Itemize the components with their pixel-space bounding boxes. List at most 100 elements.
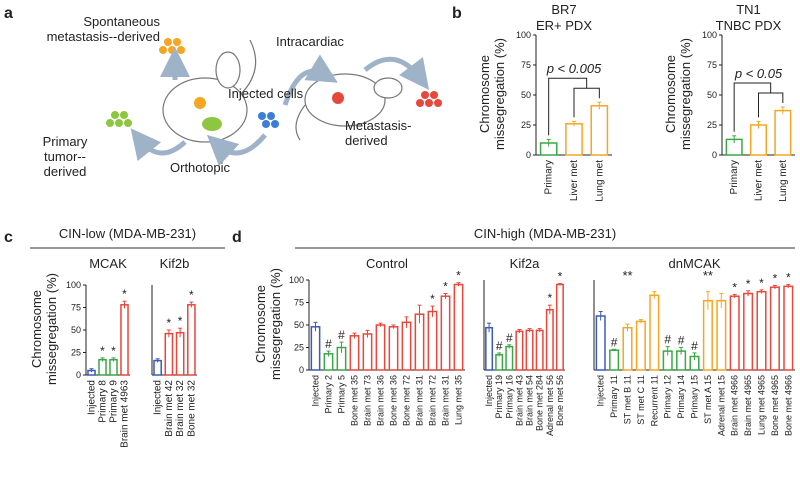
bar	[649, 294, 660, 371]
y-tick-label: 25	[707, 120, 717, 130]
significance-marker: *	[547, 291, 552, 305]
x-tick-label: Bone met 56	[555, 375, 565, 426]
panel-label: d	[232, 229, 242, 246]
y-tick-label: 100	[66, 280, 81, 290]
diagram-label: Injected cells	[228, 86, 304, 101]
y-tick-label: 75	[294, 298, 304, 308]
panel-label: c	[4, 229, 13, 246]
significance-marker: *	[759, 276, 764, 290]
bar	[427, 310, 438, 371]
x-tick-label: Brain met 42	[164, 380, 175, 437]
bar	[375, 324, 386, 371]
significance-marker: #	[496, 339, 503, 353]
bar	[595, 315, 606, 371]
y-tick-label: 100	[516, 30, 531, 40]
x-tick-label: Primary 19	[494, 375, 504, 419]
bar	[109, 358, 118, 376]
x-tick-label: Injected	[153, 380, 164, 415]
significance-marker: *	[167, 316, 172, 330]
x-tick-label: Brain met 31	[415, 375, 425, 426]
x-tick-label: Primary 15	[690, 375, 700, 419]
group-title: CIN-low (MDA-MB-231)	[59, 226, 196, 241]
y-tick-label: 100	[702, 30, 717, 40]
significance-marker: #	[506, 331, 513, 345]
y-tick-label: 75	[71, 303, 81, 313]
y-tick-label: 25	[294, 343, 304, 353]
x-tick-label: Brain met 4966	[730, 375, 740, 436]
bar	[310, 326, 321, 371]
bar	[175, 331, 185, 376]
diagram-label: Intracardiac	[276, 34, 344, 49]
x-tick-label: Adrenal met 56	[545, 375, 555, 436]
bar	[515, 330, 524, 371]
x-tick-label: ST met B 11	[623, 375, 633, 424]
y-tick-label: 50	[294, 320, 304, 330]
diagram-label: Metastasis-derived	[345, 118, 412, 148]
bar	[545, 308, 554, 371]
significance-marker: *	[456, 269, 461, 283]
x-tick-label: Bone met 35	[350, 375, 360, 426]
significance-marker: *	[122, 287, 127, 301]
significance-marker: *	[732, 280, 737, 294]
bar	[729, 295, 740, 371]
x-tick-label: Primary	[544, 160, 555, 194]
p-value: p < 0.005	[546, 61, 602, 76]
bar	[505, 345, 514, 371]
x-tick-label: Primary 5	[337, 375, 347, 414]
x-tick-label: Brain met 32	[175, 380, 186, 437]
x-tick-label: Primary 16	[504, 375, 514, 419]
x-tick-label: Adrenal met 15	[716, 375, 726, 436]
x-tick-label: Primary	[729, 160, 740, 194]
bar	[153, 359, 162, 376]
x-tick-label: Brain met 31	[441, 375, 451, 426]
y-tick-label: 100	[289, 275, 304, 285]
bar	[565, 123, 583, 156]
x-tick-label: Injected	[596, 375, 606, 407]
y-axis-label: Chromosome missegregation (%)	[253, 268, 283, 380]
significance-marker: *	[773, 271, 778, 285]
x-tick-label: Brain met 4965	[743, 375, 753, 436]
y-axis-label: Chromosome missegregation (%)	[477, 38, 507, 150]
significance-marker: #	[338, 328, 345, 342]
y-tick-label: 0	[299, 365, 304, 375]
significance-marker: #	[325, 337, 332, 351]
bar	[362, 333, 373, 371]
chart-title: Control	[366, 256, 408, 271]
y-tick-label: 75	[521, 60, 531, 70]
significance-marker: *	[111, 344, 116, 358]
x-tick-label: Lung met 4965	[757, 375, 767, 435]
x-tick-label: Injected	[484, 375, 494, 407]
significance-marker: **	[703, 268, 713, 283]
significance-marker: #	[664, 333, 671, 347]
bar	[495, 353, 504, 371]
bar	[401, 321, 412, 371]
chart-subtitle: ER+ PDX	[536, 18, 592, 33]
significance-marker: *	[189, 288, 194, 302]
x-tick-label: Brain met 72	[428, 375, 438, 426]
x-tick-label: Primary 12	[663, 375, 673, 419]
x-tick-label: Bone met 32	[186, 380, 197, 437]
significance-marker: *	[178, 314, 183, 328]
x-tick-label: ST met C 11	[636, 375, 646, 425]
bar	[525, 329, 534, 371]
x-tick-label: ST met A 15	[703, 375, 713, 424]
diagram-label: Spontaneous metastasis--derived	[46, 14, 160, 44]
y-tick-label: 25	[71, 348, 81, 358]
x-tick-label: Lung met	[778, 160, 789, 202]
x-tick-label: Primary 14	[676, 375, 686, 419]
x-tick-label: Liver met	[754, 160, 765, 201]
bar	[590, 105, 609, 156]
chart-title: BR7	[551, 2, 576, 17]
panel-label: b	[452, 5, 462, 22]
x-tick-label: Injected	[87, 380, 98, 415]
y-tick-label: 25	[521, 120, 531, 130]
bar	[164, 332, 174, 376]
bar	[349, 335, 360, 371]
significance-marker: *	[100, 344, 105, 358]
significance-marker: #	[678, 334, 685, 348]
panel-label: a	[4, 5, 13, 22]
significance-marker: #	[691, 339, 698, 353]
bar	[609, 349, 620, 371]
x-tick-label: Brain met 73	[363, 375, 373, 426]
